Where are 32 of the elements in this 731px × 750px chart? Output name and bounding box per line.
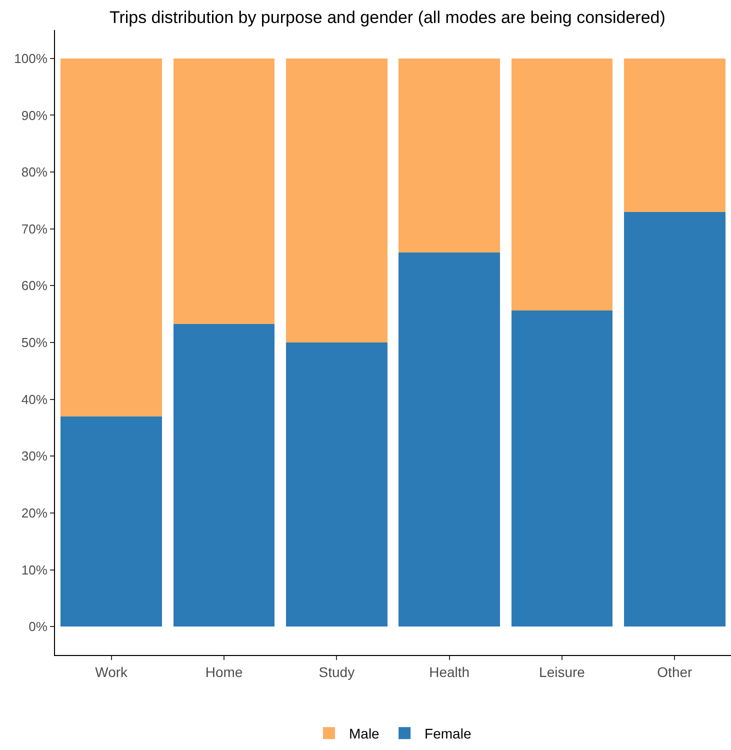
x-tick-label: Other bbox=[657, 664, 693, 680]
y-tick-label: 90% bbox=[21, 108, 48, 123]
bar bbox=[511, 58, 613, 311]
bar bbox=[398, 252, 500, 627]
bar bbox=[624, 212, 726, 627]
x-tick-label: Home bbox=[205, 664, 243, 680]
bar bbox=[173, 324, 275, 627]
y-tick-label: 60% bbox=[21, 278, 48, 294]
y-tick-label: 40% bbox=[21, 392, 48, 407]
legend-label: Female bbox=[424, 726, 472, 742]
y-tick-label: 30% bbox=[21, 448, 48, 464]
x-tick-label: Leisure bbox=[539, 664, 586, 680]
bar bbox=[173, 58, 275, 324]
y-tick-label: 0% bbox=[28, 619, 48, 634]
x-tick-label: Study bbox=[318, 664, 355, 680]
chart-title: Trips distribution by purpose and gender (all modes are being considered) bbox=[109, 8, 666, 28]
bar bbox=[398, 58, 500, 253]
y-tick-label: 20% bbox=[21, 506, 48, 520]
bar bbox=[511, 310, 613, 627]
x-tick-label: Work bbox=[95, 664, 129, 680]
bar bbox=[60, 416, 162, 627]
legend-label: Male bbox=[349, 726, 380, 742]
y-tick-label: 70% bbox=[21, 221, 48, 236]
y-tick-label: 50% bbox=[21, 335, 48, 350]
bar bbox=[286, 342, 388, 627]
x-tick-label: Health bbox=[429, 664, 470, 680]
bar bbox=[624, 58, 726, 212]
bar bbox=[60, 58, 162, 416]
bar bbox=[286, 58, 388, 342]
y-tick-label: 80% bbox=[21, 164, 48, 180]
y-tick-label: 100% bbox=[14, 50, 48, 66]
y-tick-label: 10% bbox=[21, 562, 48, 578]
